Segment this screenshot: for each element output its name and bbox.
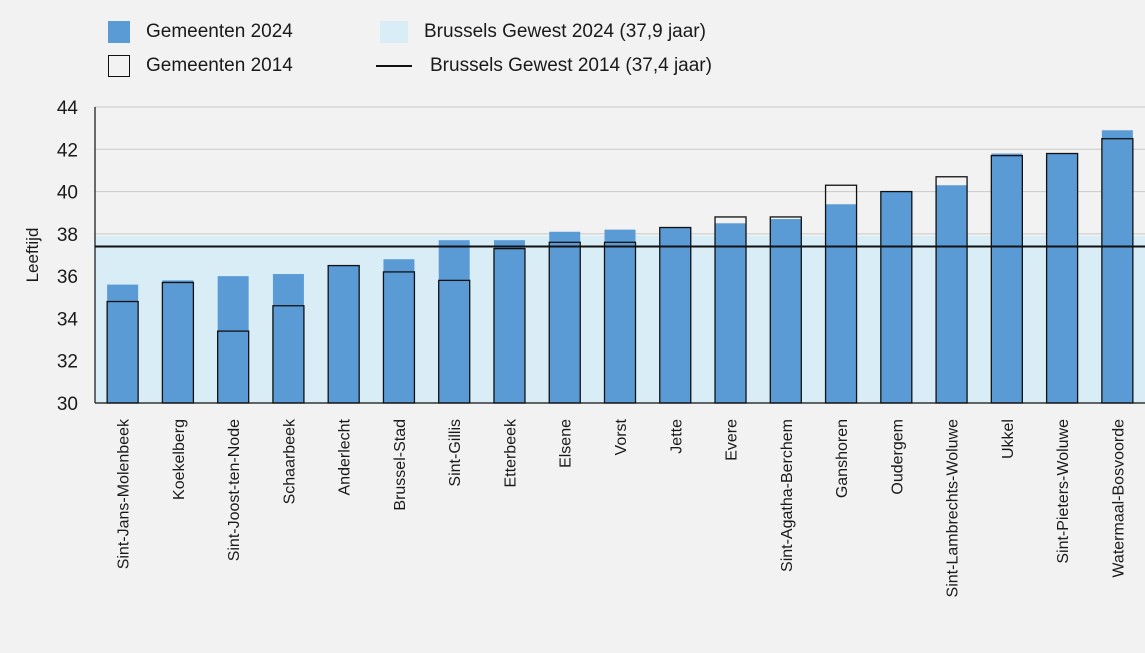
bar-2024	[549, 231, 581, 403]
bar-2024	[880, 191, 912, 403]
legend-label: Brussels Gewest 2024 (37,9 jaar)	[424, 21, 706, 42]
x-tick-label: Koekelberg	[171, 419, 188, 500]
x-tick-label: Ganshoren	[834, 419, 851, 498]
bar-2024	[272, 274, 304, 403]
bar-2024	[659, 227, 691, 403]
bar-2024	[162, 280, 194, 403]
legend-label: Gemeenten 2024	[146, 21, 293, 42]
legend-label: Brussels Gewest 2014 (37,4 jaar)	[430, 55, 712, 76]
bar-2024	[715, 223, 747, 403]
y-tick-label: 40	[57, 183, 78, 204]
x-tick-label: Sint-Gillis	[447, 419, 464, 487]
x-tick-label: Jette	[668, 419, 685, 454]
bar-2024	[217, 276, 249, 403]
x-tick-label: Anderlecht	[337, 418, 354, 495]
y-tick-label: 42	[57, 140, 78, 161]
bar-2024	[991, 153, 1023, 403]
bar-2024	[770, 219, 802, 403]
chart-legend: Gemeenten 2024 Gemeenten 2014 Brussels G…	[0, 0, 1145, 90]
bar-2024	[1101, 130, 1133, 403]
legend-item-gemeenten-2024: Gemeenten 2024	[108, 21, 293, 43]
legend-swatch-filled-bar	[108, 21, 130, 43]
legend-item-gemeenten-2014: Gemeenten 2014	[108, 55, 293, 77]
x-tick-label: Ukkel	[1000, 419, 1017, 459]
y-axis-label: Leeftijd	[23, 228, 42, 283]
bar-2024	[936, 185, 968, 403]
x-tick-label: Sint-Lambrechts-Woluwe	[945, 419, 962, 598]
bar-2024	[383, 259, 415, 403]
y-tick-label: 32	[57, 352, 78, 373]
bar-2024	[493, 240, 525, 403]
bar-2024	[328, 265, 360, 403]
legend-item-brussels-gewest-2024: Brussels Gewest 2024 (37,9 jaar)	[380, 21, 706, 43]
bar-2024	[438, 240, 470, 403]
x-tick-label: Oudergem	[889, 419, 906, 495]
legend-swatch-band	[380, 21, 408, 43]
x-tick-label: Sint-Jans-Molenbeek	[116, 418, 133, 569]
x-tick-label: Vorst	[613, 418, 630, 455]
x-tick-label: Etterbeek	[502, 418, 519, 487]
legend-label: Gemeenten 2014	[146, 55, 293, 76]
legend-swatch-line	[376, 65, 412, 67]
y-tick-label: 36	[57, 267, 78, 288]
x-tick-label: Watermaal-Bosvoorde	[1110, 419, 1127, 578]
y-tick-label: 30	[57, 394, 78, 415]
x-tick-label: Evere	[724, 419, 741, 461]
y-tick-label: 38	[57, 225, 78, 246]
legend-swatch-outline-bar	[108, 55, 130, 77]
y-tick-label: 44	[57, 98, 79, 119]
legend-item-brussels-gewest-2014: Brussels Gewest 2014 (37,4 jaar)	[376, 55, 712, 77]
x-tick-label: Sint-Pieters-Woluwe	[1055, 419, 1072, 564]
x-tick-label: Sint-Agatha-Berchem	[779, 419, 796, 572]
x-tick-label: Schaarbeek	[281, 418, 298, 504]
bar-2024	[604, 229, 636, 403]
x-tick-label: Elsene	[558, 419, 575, 468]
y-tick-label: 34	[57, 309, 79, 330]
bar-2024	[825, 204, 857, 403]
x-tick-label: Brussel-Stad	[392, 419, 409, 511]
bar-2024	[107, 284, 139, 403]
x-tick-label: Sint-Joost-ten-Node	[226, 419, 243, 561]
bar-2024	[1046, 153, 1078, 403]
